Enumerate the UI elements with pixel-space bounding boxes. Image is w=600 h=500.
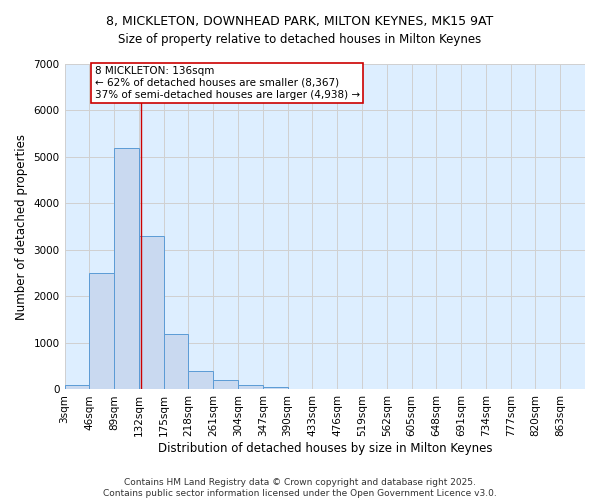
Y-axis label: Number of detached properties: Number of detached properties xyxy=(15,134,28,320)
Text: 8 MICKLETON: 136sqm
← 62% of detached houses are smaller (8,367)
37% of semi-det: 8 MICKLETON: 136sqm ← 62% of detached ho… xyxy=(95,66,359,100)
Bar xyxy=(287,388,313,390)
Bar xyxy=(238,385,263,390)
Bar xyxy=(213,380,238,390)
Text: Size of property relative to detached houses in Milton Keynes: Size of property relative to detached ho… xyxy=(118,32,482,46)
Bar xyxy=(139,236,164,390)
Text: Contains HM Land Registry data © Crown copyright and database right 2025.
Contai: Contains HM Land Registry data © Crown c… xyxy=(103,478,497,498)
Bar xyxy=(65,385,89,390)
Bar xyxy=(89,273,114,390)
Bar xyxy=(164,334,188,390)
X-axis label: Distribution of detached houses by size in Milton Keynes: Distribution of detached houses by size … xyxy=(158,442,492,455)
Bar xyxy=(263,387,287,390)
Bar xyxy=(114,148,139,390)
Bar xyxy=(188,371,213,390)
Text: 8, MICKLETON, DOWNHEAD PARK, MILTON KEYNES, MK15 9AT: 8, MICKLETON, DOWNHEAD PARK, MILTON KEYN… xyxy=(106,15,494,28)
